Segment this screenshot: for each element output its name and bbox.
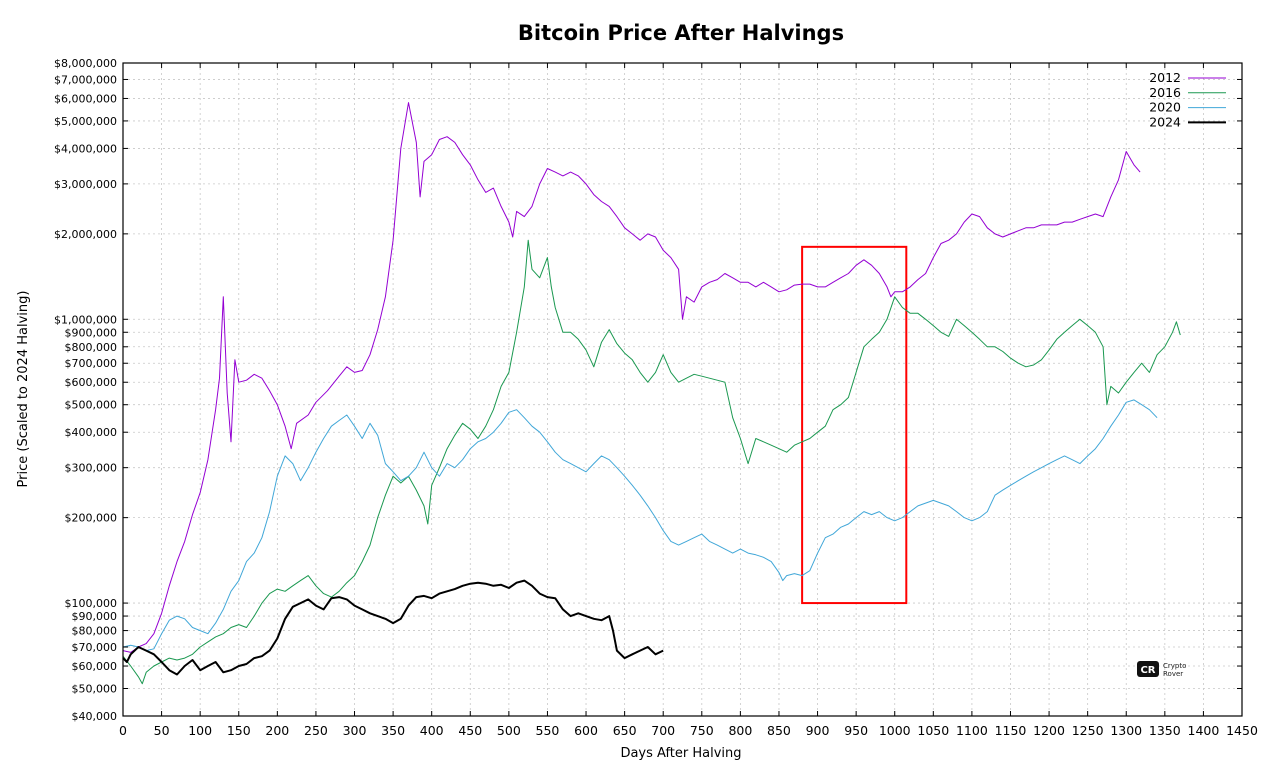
y-tick-label: $300,000 <box>65 462 118 475</box>
y-tick-label: $7,000,000 <box>54 73 117 86</box>
x-tick-label: 950 <box>844 723 868 738</box>
y-tick-label: $600,000 <box>65 376 118 389</box>
x-tick-label: 850 <box>767 723 791 738</box>
x-tick-label: 500 <box>497 723 521 738</box>
highlight-rectangle <box>801 245 908 605</box>
y-tick-label: $100,000 <box>65 597 118 610</box>
y-tick-label: $400,000 <box>65 426 118 439</box>
x-tick-label: 800 <box>728 723 752 738</box>
x-tick-label: 300 <box>343 723 367 738</box>
y-tick-label: $700,000 <box>65 357 118 370</box>
crypto-rover-watermark: CR Crypto Rover <box>1137 661 1186 678</box>
y-tick-label: $800,000 <box>65 341 118 354</box>
series-lines <box>122 102 1181 685</box>
x-tick-label: 1200 <box>1033 723 1065 738</box>
crypto-rover-logo-icon <box>1137 661 1159 677</box>
y-tick-label: $70,000 <box>72 641 118 654</box>
y-tick-label: $80,000 <box>72 625 118 638</box>
annotations <box>801 245 908 605</box>
x-tick-label: 1250 <box>1072 723 1104 738</box>
x-tick-label: 1450 <box>1226 723 1258 738</box>
y-tick-label: $60,000 <box>72 660 118 673</box>
x-tick-label: 750 <box>690 723 714 738</box>
x-tick-label: 1050 <box>917 723 949 738</box>
x-tick-label: 400 <box>420 723 444 738</box>
y-tick-label: $3,000,000 <box>54 178 117 191</box>
x-tick-label: 200 <box>265 723 289 738</box>
watermark-line1: Crypto <box>1163 662 1186 670</box>
chart-title: Bitcoin Price After Halvings <box>518 21 844 45</box>
y-tick-label: $5,000,000 <box>54 115 117 128</box>
x-tick-label: 1100 <box>956 723 988 738</box>
x-axis-label: Days After Halving <box>620 746 741 761</box>
crypto-rover-logo-mark: CR <box>1140 665 1155 676</box>
watermark-line2: Rover <box>1163 670 1183 678</box>
y-tick-label: $1,000,000 <box>54 313 117 326</box>
x-tick-label: 600 <box>574 723 598 738</box>
y-tick-label: $50,000 <box>72 682 118 695</box>
x-tick-label: 350 <box>381 723 405 738</box>
y-tick-label: $2,000,000 <box>54 228 117 241</box>
x-tick-label: 550 <box>536 723 560 738</box>
plot-frame <box>122 62 1243 717</box>
x-tick-label: 0 <box>119 723 127 738</box>
legend-label-2012: 2012 <box>1149 70 1181 85</box>
legend-label-2024: 2024 <box>1149 114 1181 129</box>
y-tick-label: $8,000,000 <box>54 57 117 70</box>
y-tick-label: $900,000 <box>65 326 118 339</box>
x-tick-label: 150 <box>227 723 251 738</box>
y-tick-label: $90,000 <box>72 610 118 623</box>
y-tick-label: $6,000,000 <box>54 92 117 105</box>
x-tick-label: 1300 <box>1110 723 1142 738</box>
x-tick-label: 1350 <box>1149 723 1181 738</box>
series-line-2024 <box>122 579 664 676</box>
legend-label-2016: 2016 <box>1149 85 1181 100</box>
y-tick-label: $4,000,000 <box>54 142 117 155</box>
grid <box>123 63 1242 716</box>
x-tick-label: 100 <box>188 723 212 738</box>
y-tick-label: $40,000 <box>72 710 118 723</box>
x-tick-label: 50 <box>154 723 170 738</box>
x-tick-label: 250 <box>304 723 328 738</box>
series-line-2020 <box>122 399 1158 652</box>
x-tick-label: 1400 <box>1188 723 1220 738</box>
series-line-2012 <box>122 102 1141 653</box>
y-tick-label: $200,000 <box>65 512 118 525</box>
axes: 0 50 100 150 200 250 300 350 400 450 500 550 600 650 7… <box>54 57 1258 738</box>
x-tick-label: 700 <box>651 723 675 738</box>
y-tick-label: $500,000 <box>65 399 118 412</box>
x-tick-label: 650 <box>613 723 637 738</box>
y-axis-label: Price (Scaled to 2024 Halving) <box>16 291 31 488</box>
series-line-2016 <box>122 239 1181 685</box>
x-tick-label: 450 <box>458 723 482 738</box>
x-tick-label: 1150 <box>995 723 1027 738</box>
legend-label-2020: 2020 <box>1149 100 1181 115</box>
x-tick-label: 1000 <box>879 723 911 738</box>
x-tick-label: 900 <box>806 723 830 738</box>
